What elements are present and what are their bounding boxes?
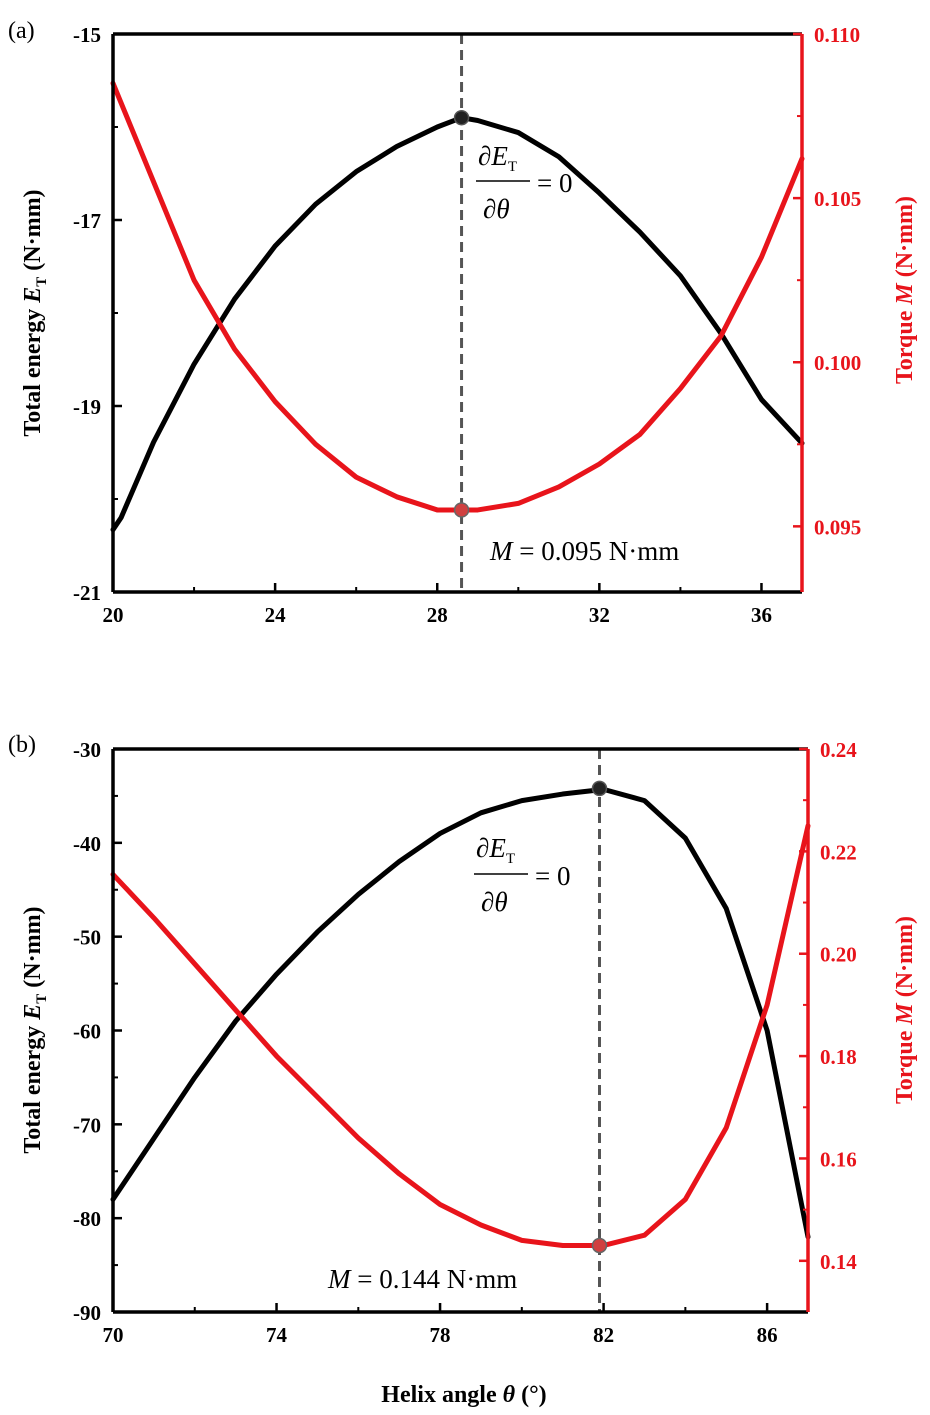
x-tick-label: 74: [266, 1323, 288, 1347]
min-torque-marker: [453, 502, 470, 518]
tick-labels: 20 24 28 32 36 -21 -19 -17 -15 0.095 0.100 0.105 0.1…: [73, 23, 861, 627]
torque-series-line: [110, 80, 805, 513]
y-left-tick-label: -30: [73, 738, 101, 762]
y-axis-right-title: Torque M (N·mm): [892, 916, 918, 1104]
x-tick-label: 78: [430, 1323, 451, 1347]
x-tick-label: 86: [757, 1323, 778, 1347]
torque-annotation: M = 0.095 N·mm: [489, 536, 679, 566]
torque-series-line: [110, 823, 811, 1248]
axes: [111, 747, 810, 1314]
y-left-tick-label: -17: [73, 209, 101, 233]
torque-annotation: M = 0.144 N·mm: [327, 1264, 517, 1294]
y-right-tick-label: 0.24: [820, 738, 857, 762]
derivative-numerator: ∂ET: [476, 833, 515, 867]
y-left-tick-label: -60: [73, 1020, 101, 1044]
x-tick-label: 20: [103, 603, 124, 627]
y-right-tick-label: 0.095: [814, 515, 861, 539]
derivative-annotation: ∂ET ∂θ = 0: [474, 833, 570, 917]
derivative-rhs: = 0: [535, 861, 570, 891]
y-axis-left-title: Total energy ET (N·mm): [20, 906, 50, 1153]
y-left-tick-label: -50: [73, 926, 101, 950]
panel-a: (a) 20 24 28 32 36 -21 -19 -17 -15 0.095 0.100 0.10…: [8, 18, 918, 627]
x-axis-title: Helix angle θ (°): [381, 1382, 546, 1408]
y-right-tick-label: 0.14: [820, 1250, 857, 1274]
derivative-denominator: ∂θ: [483, 194, 510, 224]
max-energy-marker: [591, 780, 608, 797]
y-right-tick-label: 0.22: [820, 840, 857, 864]
y-left-tick-label: -80: [73, 1207, 101, 1231]
derivative-rhs: = 0: [537, 168, 572, 198]
y-right-tick-label: 0.110: [814, 23, 860, 47]
x-tick-label: 24: [265, 603, 287, 627]
y-left-tick-label: -40: [73, 832, 101, 856]
panel-label: (b): [8, 732, 36, 758]
y-left-tick-label: -70: [73, 1113, 101, 1137]
y-right-tick-label: 0.100: [814, 351, 861, 375]
panel-b: (b) 70 74 78 82 86 -90 -80 -70 -60 -50 -40 -30 0.14 0…: [8, 732, 918, 1347]
x-tick-label: 28: [427, 603, 448, 627]
y-axis-right-title: Torque M (N·mm): [892, 196, 918, 384]
x-tick-label: 82: [593, 1323, 614, 1347]
x-tick-label: 36: [751, 603, 772, 627]
y-axis-left-title: Total energy ET (N·mm): [20, 189, 50, 436]
plot-data: [110, 34, 805, 592]
derivative-annotation: ∂ET ∂θ = 0: [476, 141, 572, 224]
y-left-tick-label: -21: [73, 581, 101, 605]
y-right-tick-label: 0.16: [820, 1147, 857, 1171]
y-right-tick-label: 0.105: [814, 187, 861, 211]
y-left-tick-label: -19: [73, 395, 101, 419]
tick-labels: 70 74 78 82 86 -90 -80 -70 -60 -50 -40 -30 0.14 0.16 0…: [73, 738, 857, 1347]
panel-label: (a): [8, 18, 35, 44]
energy-series-line: [110, 786, 811, 1240]
derivative-numerator: ∂ET: [478, 141, 517, 175]
min-torque-marker: [591, 1237, 608, 1254]
y-right-tick-label: 0.20: [820, 943, 857, 967]
max-energy-marker: [453, 109, 470, 126]
axes: [111, 32, 804, 594]
plot-data: [110, 749, 811, 1312]
derivative-denominator: ∂θ: [481, 887, 508, 917]
y-right-tick-label: 0.18: [820, 1045, 857, 1069]
y-left-tick-label: -90: [73, 1301, 101, 1325]
x-tick-label: 32: [589, 603, 610, 627]
energy-series-line: [110, 115, 805, 533]
x-tick-label: 70: [103, 1323, 124, 1347]
y-left-tick-label: -15: [73, 23, 101, 47]
